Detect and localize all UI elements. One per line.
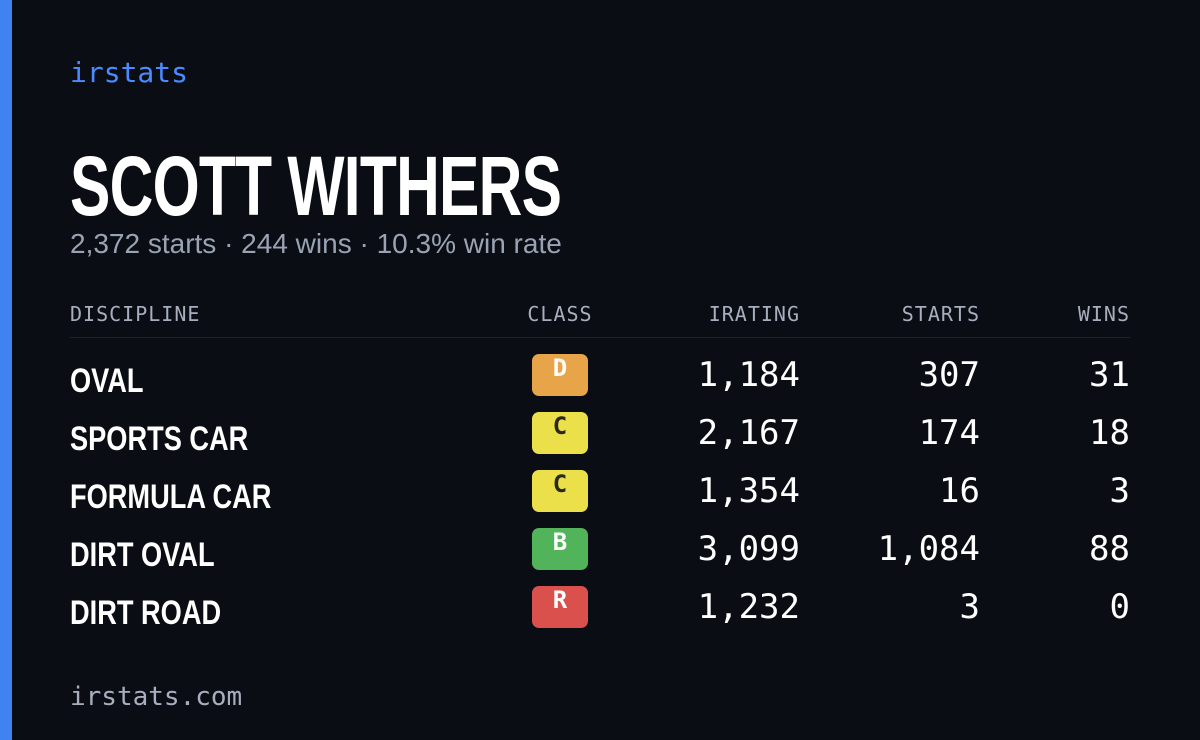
discipline: DIRT ROAD xyxy=(70,594,222,632)
starts: 307 xyxy=(918,355,980,395)
discipline: OVAL xyxy=(70,362,144,400)
wins: 31 xyxy=(1089,355,1130,395)
irating: 3,099 xyxy=(697,529,800,569)
starts: 1,084 xyxy=(877,529,980,569)
class-badge: D xyxy=(532,354,588,396)
accent-bar xyxy=(0,0,12,740)
header-rule xyxy=(70,337,1130,338)
irating: 1,354 xyxy=(697,471,800,511)
starts: 16 xyxy=(939,471,980,511)
column-header: WINS xyxy=(1077,302,1130,326)
wins: 3 xyxy=(1109,471,1130,511)
discipline: DIRT OVAL xyxy=(70,536,215,574)
starts: 3 xyxy=(959,587,980,627)
class-badge: R xyxy=(532,586,588,628)
summary: 2,372 starts · 244 wins · 10.3% win rate xyxy=(70,228,562,259)
starts: 174 xyxy=(918,413,980,453)
class-badge: C xyxy=(532,412,588,454)
wins: 18 xyxy=(1089,413,1130,453)
class-badge: C xyxy=(532,470,588,512)
column-header: DISCIPLINE xyxy=(70,302,201,326)
class-badge: B xyxy=(532,528,588,570)
footer: irstats.com xyxy=(70,682,243,712)
wins: 88 xyxy=(1089,529,1130,569)
discipline: FORMULA CAR xyxy=(70,478,272,516)
wins: 0 xyxy=(1109,587,1130,627)
irating: 2,167 xyxy=(697,413,800,453)
driver-name: SCOTT WITHERS xyxy=(70,139,562,233)
brand: irstats xyxy=(70,56,189,89)
irating: 1,232 xyxy=(697,587,800,627)
discipline: SPORTS CAR xyxy=(70,420,249,458)
column-header: CLASS xyxy=(527,302,593,326)
column-header: IRATING xyxy=(708,302,800,326)
irating: 1,184 xyxy=(697,355,800,395)
column-header: STARTS xyxy=(901,302,980,326)
